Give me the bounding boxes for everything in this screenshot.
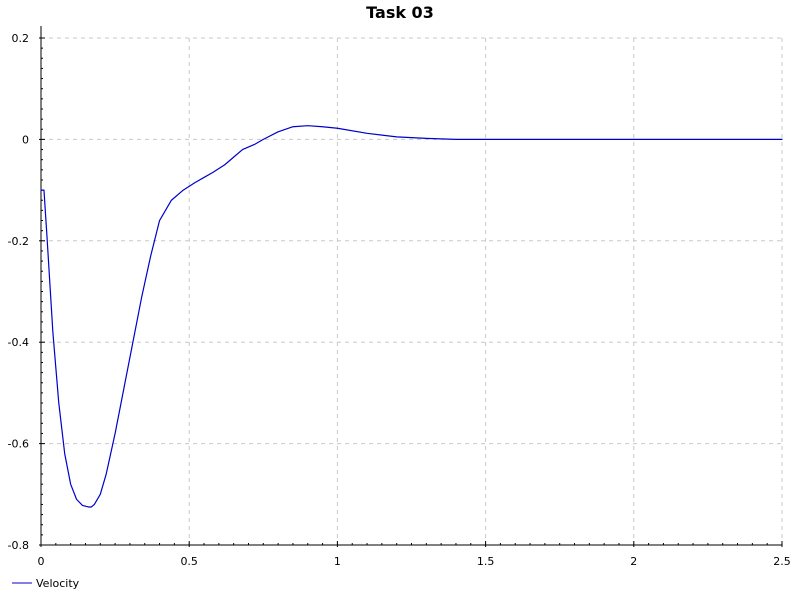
axis-layer bbox=[40, 26, 782, 546]
tick-layer: 0 0.5 1 1.5 2 2.5 -0.8 -0.6 -0.4 -0.2 0 0.2 bbox=[8, 32, 791, 568]
legend-label-velocity: Velocity bbox=[36, 577, 80, 590]
x-tick-label: 0 bbox=[38, 555, 45, 568]
x-tick-label: 0.5 bbox=[180, 555, 198, 568]
series-layer bbox=[40, 125, 783, 508]
y-tick-label: -0.4 bbox=[8, 336, 29, 349]
y-tick-label: 0 bbox=[22, 133, 29, 146]
x-tick-label: 2.5 bbox=[773, 555, 791, 568]
y-tick-label: 0.2 bbox=[12, 32, 30, 45]
chart-title: Task 03 bbox=[366, 3, 434, 22]
grid-layer bbox=[41, 37, 783, 546]
x-tick-label: 1 bbox=[334, 555, 341, 568]
x-tick-label: 2 bbox=[630, 555, 637, 568]
y-tick-label: -0.8 bbox=[8, 539, 29, 552]
series-line-velocity bbox=[40, 125, 783, 508]
y-tick-label: -0.2 bbox=[8, 235, 29, 248]
legend: Velocity bbox=[12, 577, 80, 590]
x-tick-label: 1.5 bbox=[477, 555, 495, 568]
y-tick-label: -0.6 bbox=[8, 438, 29, 451]
